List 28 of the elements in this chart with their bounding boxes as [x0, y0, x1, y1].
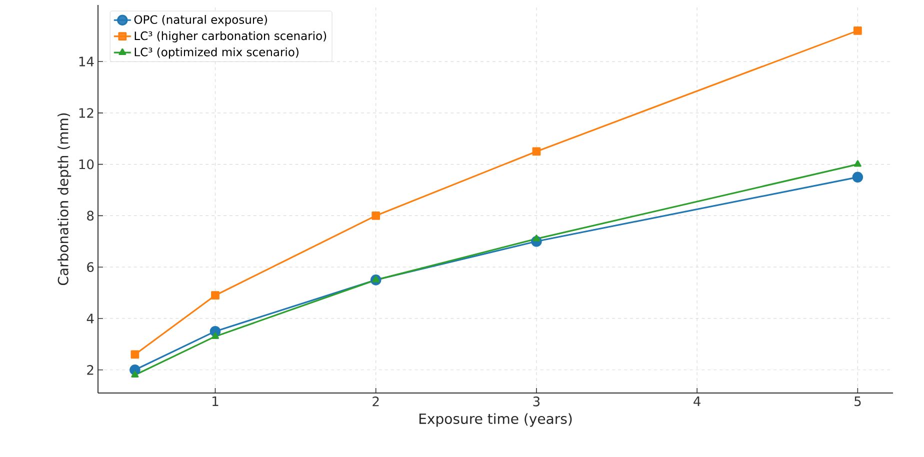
point: [852, 172, 864, 183]
y-tick-label: 2: [87, 365, 94, 375]
point: [212, 332, 219, 339]
point: [853, 26, 862, 35]
x-tick-label: 2: [372, 396, 379, 406]
point: [532, 234, 540, 242]
y-tick-label: 8: [87, 210, 94, 221]
x-tick-label: 4: [694, 396, 700, 406]
y-tick-label: 14: [79, 56, 94, 66]
x-tick-label: 5: [854, 396, 861, 406]
legend-label: LC³ (optimized mix scenario): [134, 47, 298, 59]
legend-label: OPC (natural exposure): [134, 15, 267, 26]
y-tick-label: 12: [79, 108, 94, 118]
point: [532, 147, 541, 156]
x-axis-title: Exposure time (years): [419, 413, 572, 427]
x-tick-label: 1: [212, 396, 218, 406]
legend-label: LC³ (higher carbonation scenario): [134, 31, 326, 42]
point: [372, 212, 380, 220]
x-tick-label: 3: [533, 396, 540, 406]
y-tick-label: 4: [86, 314, 94, 324]
point: [854, 160, 862, 167]
point: [130, 350, 140, 359]
point: [131, 370, 139, 378]
y-tick-label: 10: [79, 159, 94, 170]
y-axis-title: Carbonation depth (mm): [58, 113, 72, 286]
point: [372, 276, 380, 282]
point: [211, 291, 220, 300]
y-tick-label: 6: [87, 262, 94, 272]
